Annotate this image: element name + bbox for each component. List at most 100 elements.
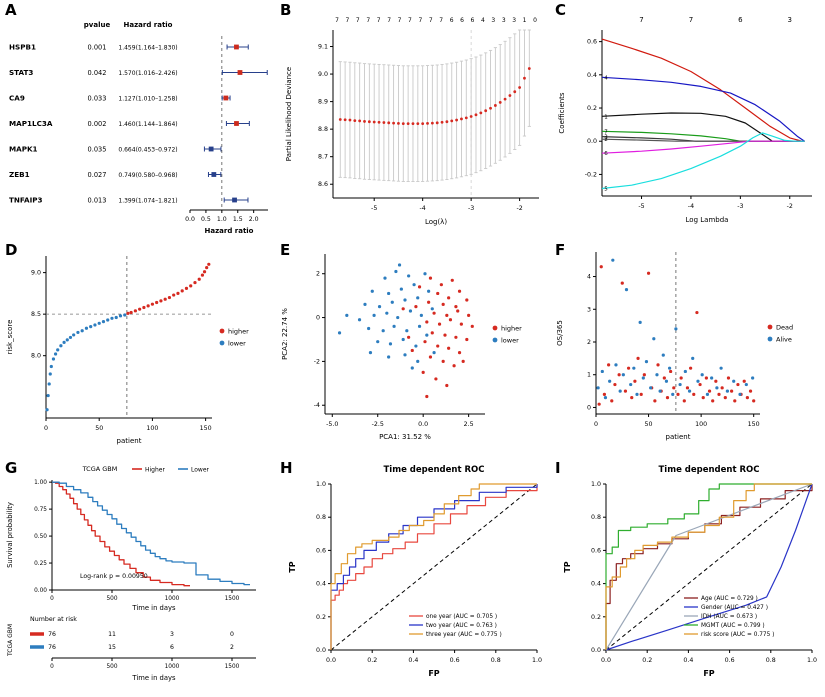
panel-c-letter: C xyxy=(555,1,567,19)
svg-text:-2: -2 xyxy=(314,358,320,365)
svg-text:lower: lower xyxy=(228,339,246,347)
svg-text:3: 3 xyxy=(788,16,792,24)
svg-text:1500: 1500 xyxy=(225,664,240,670)
svg-text:ZEB1: ZEB1 xyxy=(9,170,30,179)
svg-text:-4: -4 xyxy=(420,205,426,212)
svg-text:8.6: 8.6 xyxy=(318,181,328,188)
svg-text:-2.5: -2.5 xyxy=(372,421,384,428)
svg-text:0.0: 0.0 xyxy=(601,657,611,664)
svg-text:2: 2 xyxy=(604,137,608,143)
svg-text:0.5: 0.5 xyxy=(201,216,211,223)
svg-text:150: 150 xyxy=(748,421,760,428)
svg-text:-2: -2 xyxy=(516,205,522,212)
os-scatter-plot: 0 1 2 3 4 0 50 100 150 OS/365 patient Dead Alive xyxy=(556,252,793,441)
panel-g-letter: G xyxy=(5,459,18,477)
svg-text:0.6: 0.6 xyxy=(725,657,735,664)
svg-text:MAPK1: MAPK1 xyxy=(9,145,38,154)
lasso-deviance-plot: 8.6 8.7 8.8 8.9 9.0 9.1 -5 -4 -3 -2 Partial Likeli… xyxy=(285,17,539,226)
svg-text:0.042: 0.042 xyxy=(88,69,107,77)
svg-text:-4: -4 xyxy=(314,402,320,409)
svg-text:STAT3: STAT3 xyxy=(9,68,33,77)
panel-d-risk-score: D 8.0 8.5 9.0 0 50 100 150 risk_score patient hig… xyxy=(0,240,275,458)
svg-text:Partial Likelihood Deviance: Partial Likelihood Deviance xyxy=(285,67,293,161)
svg-text:Coefficients: Coefficients xyxy=(558,92,566,134)
svg-text:0.4: 0.4 xyxy=(587,72,597,79)
svg-text:0.75: 0.75 xyxy=(34,507,47,513)
svg-text:PCA1: 31.52 %: PCA1: 31.52 % xyxy=(379,433,431,441)
svg-text:lower: lower xyxy=(501,336,519,344)
svg-text:Time dependent ROC: Time dependent ROC xyxy=(384,465,485,475)
svg-text:150: 150 xyxy=(200,425,212,432)
svg-text:500: 500 xyxy=(106,664,117,670)
svg-text:-5: -5 xyxy=(371,205,377,212)
svg-text:0.664(0.453–0.972): 0.664(0.453–0.972) xyxy=(118,147,177,154)
svg-text:6: 6 xyxy=(170,644,174,651)
svg-text:0.0: 0.0 xyxy=(591,647,601,654)
svg-text:11: 11 xyxy=(108,631,116,638)
svg-text:-3: -3 xyxy=(468,205,474,212)
panel-g-km: G TCGA GBM Higher Lower 0.00 0.25 0.50 0.75 1.0… xyxy=(0,458,275,697)
svg-text:0.6: 0.6 xyxy=(591,547,601,554)
svg-text:0.8: 0.8 xyxy=(491,657,501,664)
svg-text:100: 100 xyxy=(695,421,707,428)
svg-text:8.5: 8.5 xyxy=(31,311,41,318)
svg-text:0: 0 xyxy=(316,315,320,322)
svg-text:7: 7 xyxy=(439,17,443,24)
svg-text:Time in days: Time in days xyxy=(131,604,176,612)
svg-text:8.9: 8.9 xyxy=(318,99,328,106)
svg-text:MAP1LC3A: MAP1LC3A xyxy=(9,119,53,128)
svg-text:Lower: Lower xyxy=(191,466,210,473)
svg-text:1.399(1.074–1.821): 1.399(1.074–1.821) xyxy=(118,198,177,205)
svg-text:1.459(1.164–1.830): 1.459(1.164–1.830) xyxy=(118,45,177,52)
panel-i-roc-clinical: I Time dependent ROC 0.0 0.0 0.2 0.2 0.4 0.4 0.… xyxy=(550,458,825,697)
svg-text:1.0: 1.0 xyxy=(807,657,817,664)
svg-text:Dead: Dead xyxy=(776,323,793,331)
svg-text:0.6: 0.6 xyxy=(587,39,597,46)
svg-text:0: 0 xyxy=(533,17,537,24)
svg-text:3: 3 xyxy=(512,17,516,24)
svg-text:TCGA GBM: TCGA GBM xyxy=(7,624,14,657)
svg-text:Log Lambda: Log Lambda xyxy=(686,216,729,224)
svg-text:9.0: 9.0 xyxy=(31,270,41,277)
svg-text:TP: TP xyxy=(288,561,297,572)
panel-a-forest: A pvalue Hazard ratio 0.0 0.5 1.0 1.5 2.0 Hazar… xyxy=(0,0,275,240)
svg-text:0.4: 0.4 xyxy=(316,581,326,588)
panel-h-letter: H xyxy=(280,459,293,477)
svg-text:3: 3 xyxy=(502,17,506,24)
svg-text:higher: higher xyxy=(501,324,522,332)
svg-text:1: 1 xyxy=(523,17,527,24)
svg-text:0.4: 0.4 xyxy=(591,581,601,588)
svg-text:2: 2 xyxy=(587,339,591,346)
svg-text:0.50: 0.50 xyxy=(34,534,47,540)
svg-text:0.0: 0.0 xyxy=(326,657,336,664)
svg-text:6: 6 xyxy=(460,17,464,24)
svg-text:0.027: 0.027 xyxy=(88,171,107,179)
svg-text:-5.0: -5.0 xyxy=(326,421,338,428)
svg-text:HSPB1: HSPB1 xyxy=(9,43,36,52)
svg-text:-5: -5 xyxy=(638,203,644,210)
svg-text:Survival probability: Survival probability xyxy=(6,502,14,568)
panel-f-os: F 0 1 2 3 4 0 50 100 150 OS/365 patient Dead Alive xyxy=(550,240,825,458)
svg-text:Log(λ): Log(λ) xyxy=(425,218,447,226)
svg-text:1.5: 1.5 xyxy=(233,216,243,223)
svg-text:7: 7 xyxy=(604,129,608,135)
svg-text:0.001: 0.001 xyxy=(88,44,107,52)
svg-text:-2: -2 xyxy=(787,203,793,210)
svg-text:Gender (AUC = 0.427 ): Gender (AUC = 0.427 ) xyxy=(701,605,768,611)
km-survival-plot: TCGA GBM Higher Lower 0.00 0.25 0.50 0.75 1.00 0… xyxy=(6,465,256,682)
forest-plot: pvalue Hazard ratio 0.0 0.5 1.0 1.5 2.0 Hazard … xyxy=(9,21,268,235)
svg-text:50: 50 xyxy=(645,421,653,428)
svg-text:2: 2 xyxy=(230,644,234,651)
panel-d-letter: D xyxy=(5,241,18,259)
svg-text:TNFAIP3: TNFAIP3 xyxy=(9,196,43,205)
svg-text:0.4: 0.4 xyxy=(408,657,418,664)
svg-text:-0.2: -0.2 xyxy=(585,171,597,178)
svg-text:IDH (AUC = 0.673 ): IDH (AUC = 0.673 ) xyxy=(701,614,757,620)
svg-text:0.6: 0.6 xyxy=(450,657,460,664)
svg-text:1.460(1.144–1.864): 1.460(1.144–1.864) xyxy=(118,121,177,128)
panel-h-roc-years: H Time dependent ROC 0.0 0.0 0.2 0.2 0.4 0.4 0.… xyxy=(275,458,550,697)
svg-text:1.0: 1.0 xyxy=(591,481,601,488)
panel-a-letter: A xyxy=(5,1,17,19)
svg-text:patient: patient xyxy=(117,437,142,445)
